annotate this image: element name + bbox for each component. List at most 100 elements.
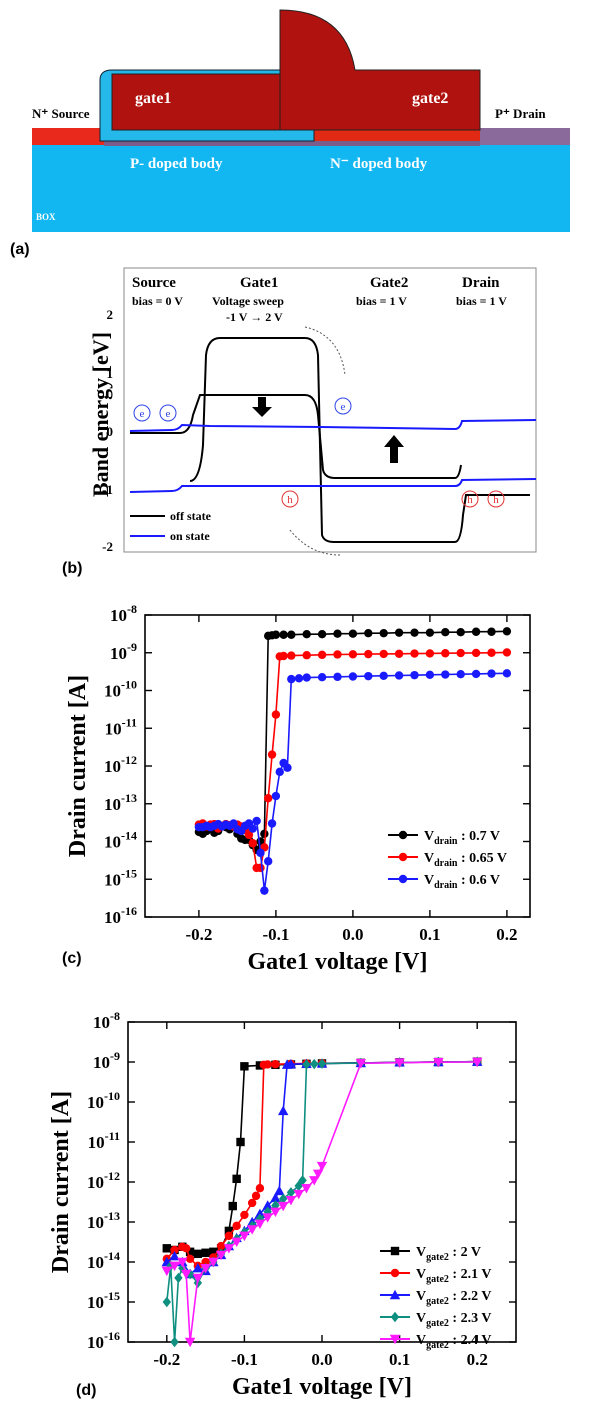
- data-point: [270, 1207, 281, 1217]
- data-point: [264, 794, 273, 803]
- col-source: Source: [132, 275, 176, 291]
- data-point: [302, 651, 311, 660]
- y-tick-label: 10-11: [105, 715, 137, 738]
- data-point: [248, 839, 257, 848]
- data-point: [270, 1192, 281, 1203]
- data-point: [285, 1196, 297, 1206]
- data-point: [471, 669, 481, 679]
- y-tick-label: 10-15: [87, 1289, 120, 1312]
- legend-label: Vdrain : 0.65 V: [424, 851, 507, 869]
- series-4: [161, 1057, 483, 1348]
- gate1-sweep-line2: -1 V → 2 V: [226, 310, 283, 324]
- data-point: [182, 1244, 191, 1253]
- data-point: [215, 1250, 227, 1261]
- data-point: [193, 1249, 203, 1259]
- data-point: [389, 1334, 401, 1345]
- data-point: [278, 1201, 289, 1212]
- y-tick-label: 10-10: [104, 678, 137, 701]
- data-point: [410, 670, 419, 680]
- data-point: [278, 1105, 289, 1116]
- band-frame: [123, 267, 537, 553]
- data-point: [236, 1137, 245, 1147]
- legend-label: Vgate2 : 2.3 V: [416, 1311, 491, 1329]
- data-point: [390, 1311, 400, 1323]
- series-2: [194, 669, 512, 895]
- data-point: [390, 1246, 400, 1256]
- drain-region: [480, 128, 570, 145]
- data-point: [317, 673, 327, 682]
- electron-icon: e: [334, 397, 352, 415]
- data-point: [275, 767, 284, 777]
- data-point: [487, 648, 496, 657]
- band-ytick: 2: [107, 307, 114, 322]
- band-ytick: 1: [107, 366, 114, 381]
- gate1-label: gate1: [135, 90, 171, 107]
- data-point: [232, 1174, 241, 1184]
- y-tick-label: 10-9: [110, 640, 137, 663]
- data-point: [310, 1058, 319, 1070]
- data-point: [355, 1059, 366, 1069]
- data-point: [410, 628, 419, 637]
- data-point: [410, 649, 419, 658]
- data-point: [348, 629, 358, 638]
- data-point: [260, 886, 269, 895]
- hole-icon: h: [281, 490, 299, 508]
- electron-icon: e: [159, 404, 177, 422]
- data-point: [425, 628, 435, 637]
- data-point: [279, 651, 288, 661]
- data-point: [502, 669, 512, 678]
- svg-text:e: e: [166, 408, 171, 420]
- legend-entry: Vgate2 : 2 V: [380, 1245, 481, 1263]
- legend-off-label: off state: [170, 509, 212, 523]
- legend-label: Vdrain : 0.6 V: [424, 873, 500, 891]
- data-point: [317, 650, 327, 660]
- data-point: [161, 1266, 172, 1277]
- data-point: [169, 1250, 180, 1261]
- x-tick-label: 0.0: [311, 1350, 332, 1369]
- data-point: [200, 1263, 211, 1274]
- data-point: [240, 1210, 249, 1220]
- data-point: [364, 628, 373, 638]
- x-tick-label: -0.2: [185, 925, 212, 944]
- legend-entry: Vgate2 : 2.4 V: [380, 1333, 491, 1351]
- data-point: [333, 629, 342, 638]
- data-point: [254, 1219, 266, 1230]
- data-point: [379, 671, 388, 681]
- data-point: [487, 669, 496, 678]
- x-tick-label: 0.0: [342, 925, 363, 944]
- data-point: [170, 1336, 179, 1348]
- data-point: [301, 1183, 312, 1194]
- band-ytick: 0: [107, 424, 114, 439]
- data-point: [348, 650, 358, 659]
- series-0: [194, 627, 512, 855]
- box-label: BOX: [36, 212, 56, 222]
- data-point: [425, 649, 435, 658]
- legend-label: Vdrain : 0.7 V: [424, 829, 500, 847]
- y-tick-label: 10-12: [104, 753, 137, 776]
- data-point: [267, 819, 277, 828]
- data-point: [441, 628, 450, 637]
- bias-drain: bias = 1 V: [456, 294, 507, 308]
- y-tick-label: 10-13: [87, 1209, 120, 1232]
- x-tick-label: 0.1: [419, 925, 440, 944]
- data-point: [294, 674, 304, 683]
- hole-icon: h: [487, 490, 505, 508]
- data-point: [456, 628, 465, 637]
- bias-source: bias = 0 V: [132, 294, 183, 308]
- data-point: [471, 648, 481, 658]
- y-axis-label: Drain current [A]: [65, 675, 91, 857]
- gate2-label: gate2: [412, 90, 448, 107]
- legend-label: Vgate2 : 2 V: [416, 1245, 481, 1263]
- x-tick-label: -0.1: [262, 925, 289, 944]
- data-point: [271, 710, 281, 719]
- series-1: [194, 648, 512, 873]
- down-arrow-icon: [252, 397, 272, 417]
- data-point: [487, 627, 496, 636]
- data-point: [294, 1180, 303, 1192]
- data-point: [162, 1244, 171, 1253]
- source-region: [32, 128, 104, 145]
- panel-label: (c): [62, 950, 82, 967]
- data-point: [228, 1201, 237, 1211]
- data-point: [224, 1226, 234, 1236]
- y-tick-label: 10-9: [93, 1049, 120, 1072]
